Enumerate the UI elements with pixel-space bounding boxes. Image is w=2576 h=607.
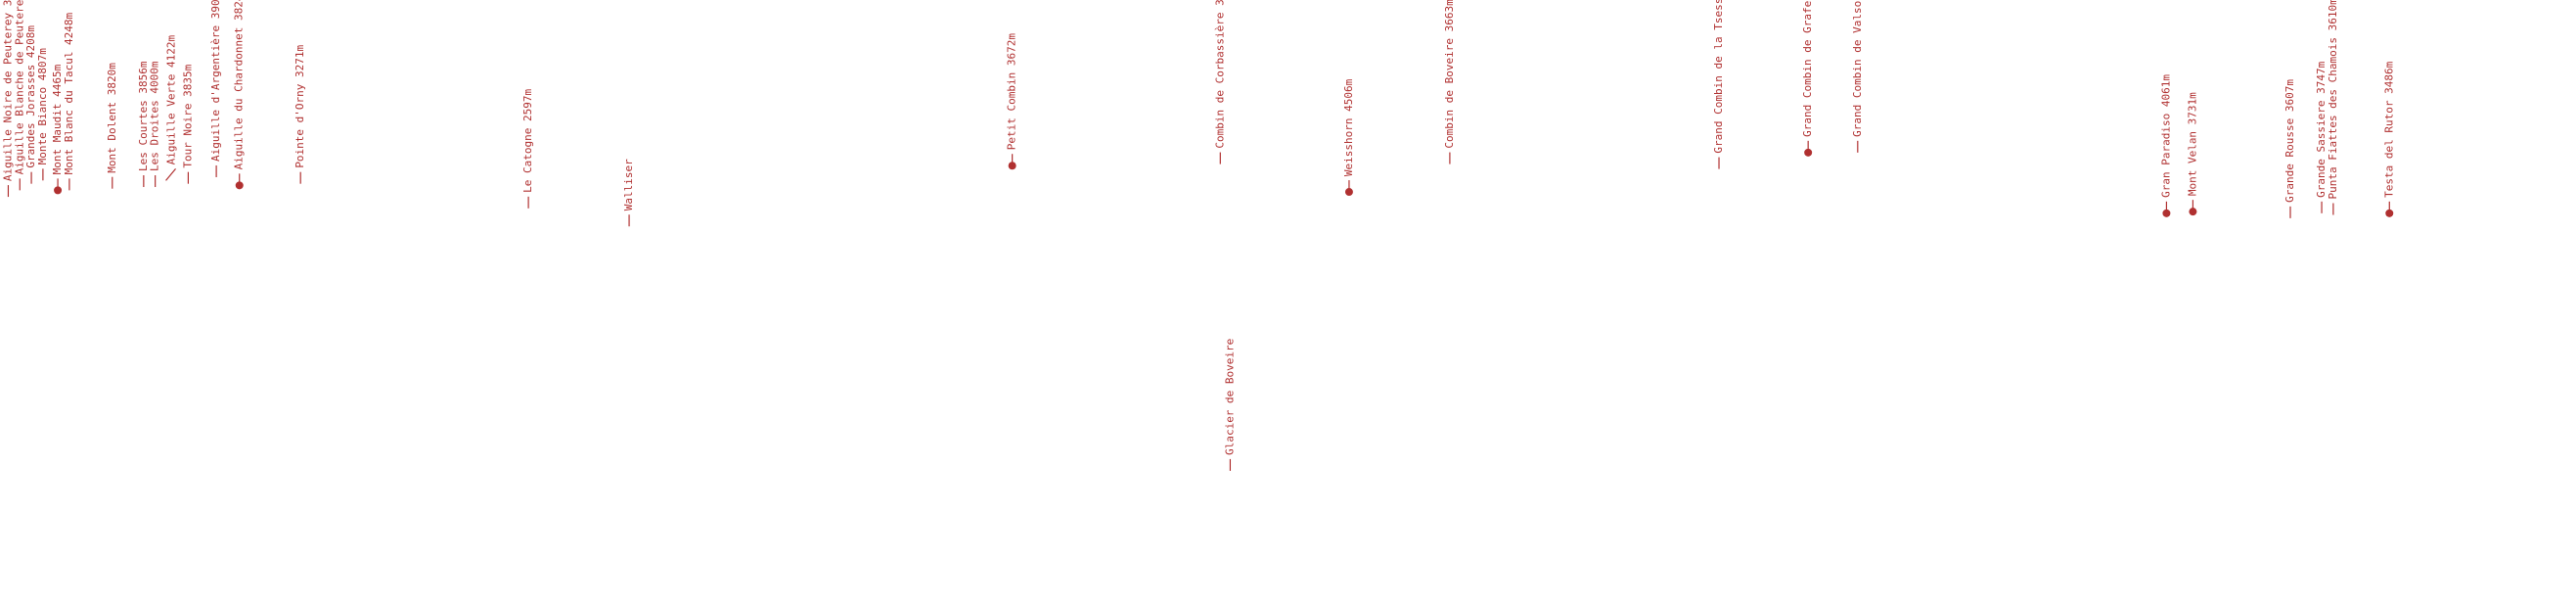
peak-label: Testa del Rutor 3486m <box>2382 61 2395 197</box>
peak-label: Grandes Jorasses 4208m <box>24 25 37 168</box>
peak-label: Mont Velan 3731m <box>2186 92 2198 196</box>
peak-label: Gran Paradiso 4061m <box>2159 74 2172 198</box>
peak-label: Combin de Boveire 3663m <box>1443 0 1456 149</box>
peak-label: Aiguille du Chardonnet 3824m <box>233 0 246 169</box>
peak-label: Mont Dolent 3820m <box>106 63 118 173</box>
peak-label: Les Droites 4000m <box>149 61 161 171</box>
peak-label: Mont Maudit 4465m <box>51 64 64 174</box>
peak-label: Les Courtes 3856m <box>137 61 150 171</box>
peak-label: Aiguille d'Argentière 3901m <box>209 0 222 162</box>
leader-line <box>165 167 176 181</box>
peak-label: Grand Combin de la Tsessette 4141m <box>1712 0 1725 154</box>
peak-marker <box>1008 162 1017 170</box>
peak-label: Monte Bianco 4807m <box>36 48 49 165</box>
peak-marker <box>54 186 63 195</box>
peak-label: Grand Combin de Valsorey 4184m <box>1851 0 1864 137</box>
peak-marker <box>1344 188 1353 197</box>
peak-label: Combin de Corbassière 3715m <box>1213 0 1226 149</box>
peak-label: Le Catogne 2597m <box>521 88 534 192</box>
peak-label: Weisshorn 4506m <box>1342 78 1355 176</box>
peak-marker <box>2189 208 2197 216</box>
peak-marker <box>2162 209 2171 217</box>
peak-label: Pointe d'Orny 3271m <box>294 44 306 167</box>
peak-label: Glacier de Boveire <box>1223 339 1236 455</box>
peak-label: Tour Noire 3835m <box>181 64 194 167</box>
peak-marker <box>1804 148 1813 157</box>
peak-label: Aiguille Verte 4122m <box>165 34 178 164</box>
peak-label: Walliser <box>622 159 635 210</box>
peak-label: Grande Sassiere 3747m <box>2315 61 2327 197</box>
peak-marker <box>2385 209 2394 217</box>
peak-label: Punta Fiattes des Chamois 3610m <box>2327 0 2339 200</box>
peak-label: Mont Blanc du Tacul 4248m <box>63 12 75 174</box>
peak-marker <box>235 181 244 190</box>
peak-label: Aiguille Noire de Peuterey 3773m <box>1 0 14 181</box>
peak-label: Grande Rousse 3607m <box>2283 79 2296 203</box>
peak-label: Aiguille Blanche de Peuterey 4112m <box>13 0 25 174</box>
peak-label: Petit Combin 3672m <box>1006 33 1018 151</box>
peak-label: Grand Combin de Grafeneire 4314m <box>1801 0 1814 137</box>
